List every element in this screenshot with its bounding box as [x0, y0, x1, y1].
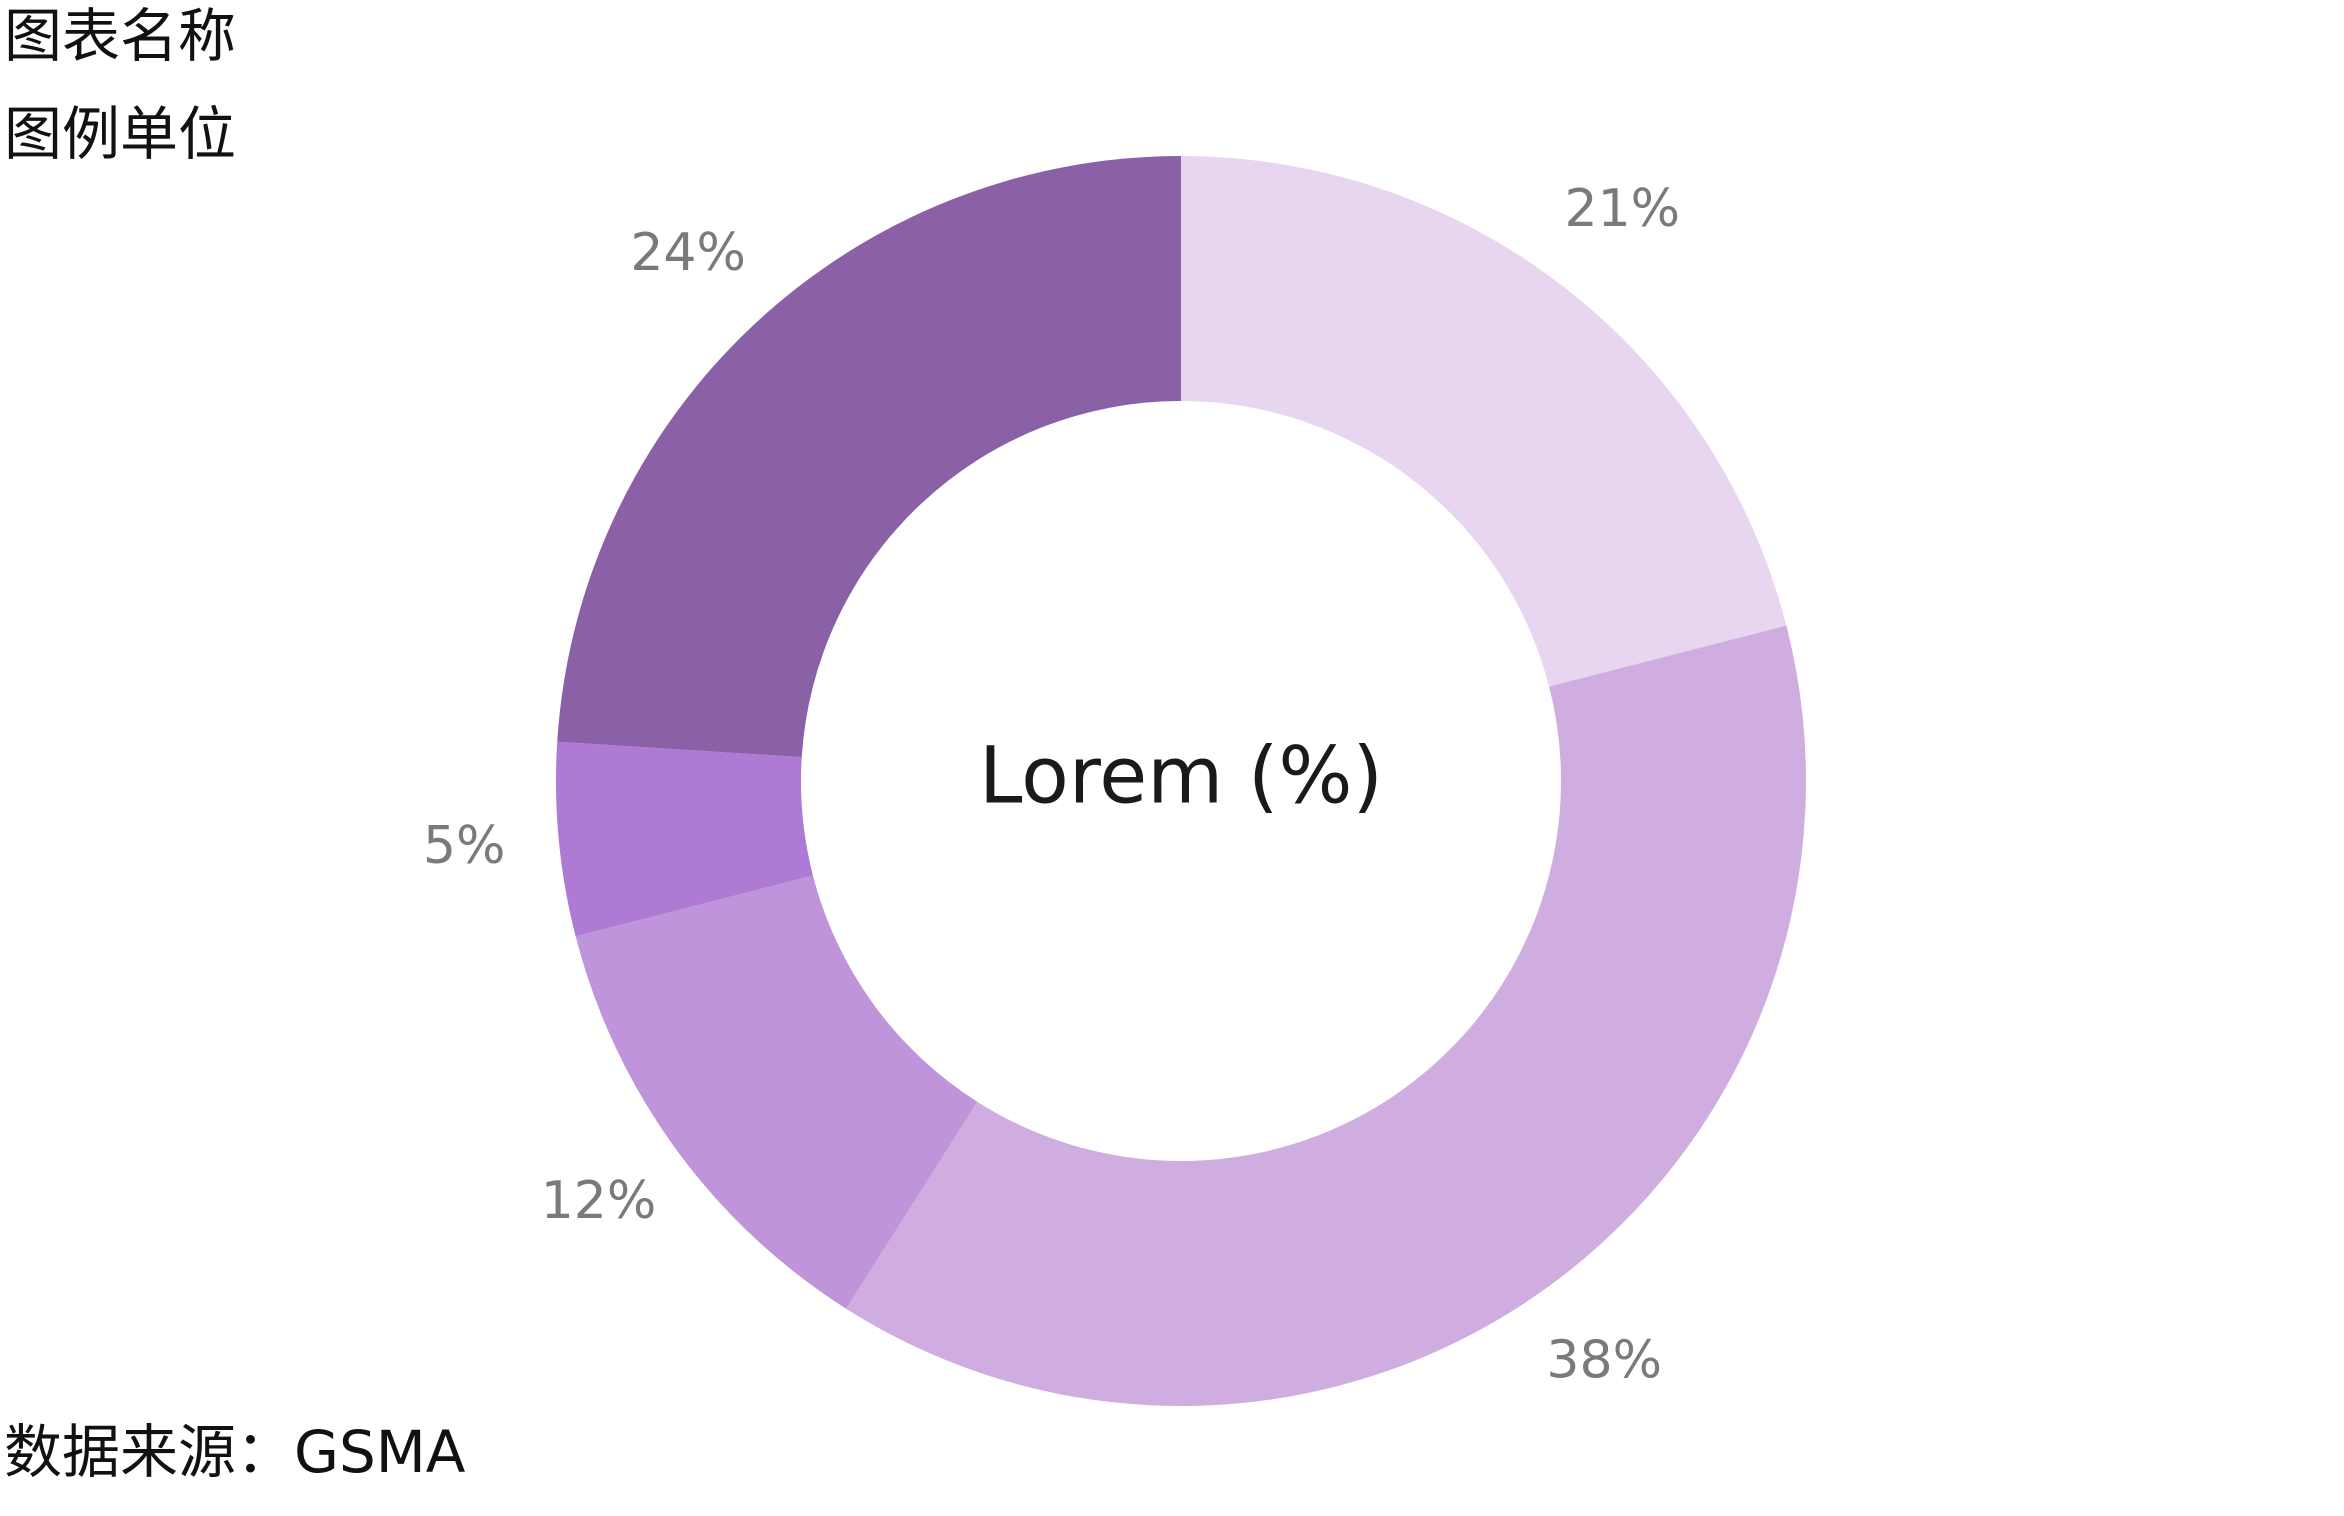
donut-slices — [555, 156, 1807, 1406]
slice-label-1: 21% — [1565, 179, 1681, 239]
donut-slice-1 — [1181, 156, 1787, 687]
donut-slice-2 — [846, 625, 1807, 1406]
slice-label-4: 5% — [423, 816, 506, 876]
legend-unit-label: 图例单位 — [4, 100, 237, 168]
slice-labels: 21% 38% 12% 5% 24% — [423, 179, 1680, 1390]
slice-label-2: 38% — [1546, 1330, 1662, 1390]
data-source: 数据来源：GSMA — [4, 1418, 466, 1486]
donut-slice-4 — [555, 741, 813, 937]
slice-label-3: 12% — [541, 1171, 657, 1231]
center-label: Lorem (%) — [979, 731, 1383, 821]
chart-title: 图表名称 — [4, 2, 237, 70]
donut-slice-3 — [575, 875, 978, 1309]
donut-slice-5 — [557, 156, 1181, 758]
slice-label-5: 24% — [630, 223, 746, 283]
